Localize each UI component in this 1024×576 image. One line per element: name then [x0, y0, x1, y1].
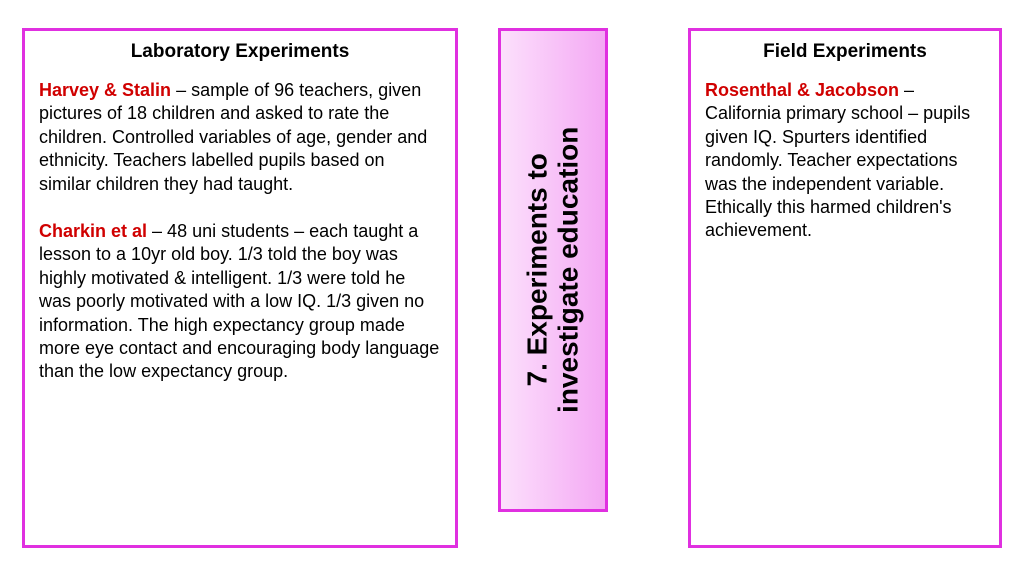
- right-entry-0-author: Rosenthal & Jacobson: [705, 80, 899, 100]
- left-entry-1-author: Charkin et al: [39, 221, 147, 241]
- center-line2: investigate education: [552, 127, 583, 413]
- right-entry-0: Rosenthal & Jacobson – California primar…: [705, 79, 985, 243]
- left-entry-1: Charkin et al – 48 uni students – each t…: [39, 220, 441, 384]
- left-entry-0-author: Harvey & Stalin: [39, 80, 171, 100]
- center-line1: 7. Experiments to: [521, 153, 552, 386]
- field-experiments-panel: Field Experiments Rosenthal & Jacobson –…: [688, 28, 1002, 548]
- left-panel-title: Laboratory Experiments: [39, 41, 441, 63]
- laboratory-experiments-panel: Laboratory Experiments Harvey & Stalin –…: [22, 28, 458, 548]
- center-title-panel: 7. Experiments to investigate education: [498, 28, 608, 512]
- center-title-text: 7. Experiments to investigate education: [522, 127, 584, 413]
- left-entry-0: Harvey & Stalin – sample of 96 teachers,…: [39, 79, 441, 196]
- right-entry-0-body: – California primary school – pupils giv…: [705, 80, 970, 240]
- right-panel-title: Field Experiments: [705, 41, 985, 63]
- left-entry-1-body: – 48 uni students – each taught a lesson…: [39, 221, 439, 381]
